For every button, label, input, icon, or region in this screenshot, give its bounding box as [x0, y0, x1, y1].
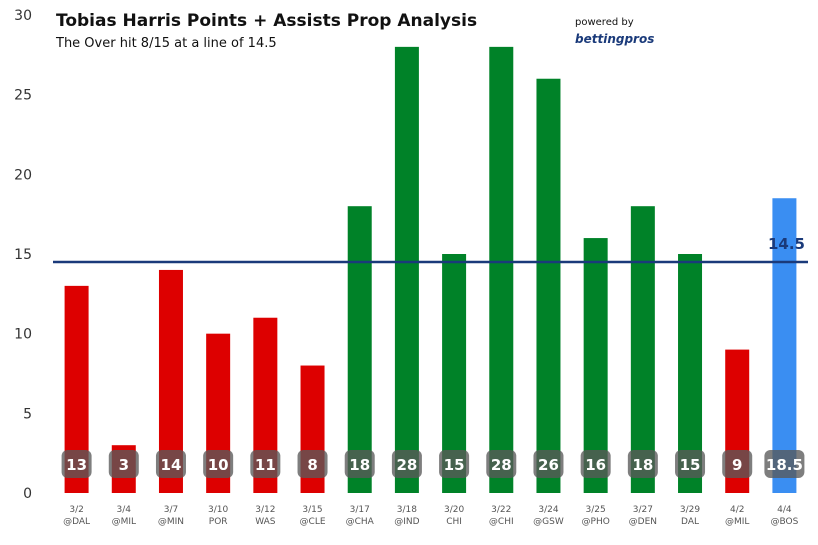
x-tick-date: 3/27 [633, 505, 653, 515]
x-tick-date: 3/18 [397, 505, 417, 515]
y-tick-label: 20 [14, 167, 32, 183]
x-tick-opponent: DAL [681, 517, 699, 527]
x-tick-date: 3/10 [208, 505, 228, 515]
x-tick-date: 4/4 [777, 505, 792, 515]
x-tick-date: 3/29 [680, 505, 700, 515]
chart-subtitle: The Over hit 8/15 at a line of 14.5 [56, 36, 277, 51]
x-tick-opponent: POR [209, 517, 228, 527]
value-label-badge [108, 450, 139, 478]
value-label: 10 [208, 456, 229, 474]
x-tick-opponent: @CLE [300, 517, 326, 527]
value-label: 16 [585, 456, 606, 474]
value-label-badge [675, 450, 706, 478]
value-label: 15 [680, 456, 701, 474]
value-label-badge [297, 450, 328, 478]
value-label: 14 [161, 456, 182, 474]
value-label: 8 [307, 456, 317, 474]
x-tick-opponent: @GSW [533, 517, 564, 527]
y-tick-label: 15 [14, 247, 32, 263]
powered-by-label: powered by [575, 17, 634, 28]
brand-logo: bettingpros [575, 32, 654, 46]
x-tick-date: 3/2 [69, 505, 83, 515]
value-label-badge [203, 450, 234, 478]
x-tick-opponent: @PHO [582, 517, 610, 527]
y-tick-label: 10 [14, 327, 32, 343]
x-tick-date: 3/15 [302, 505, 322, 515]
value-label: 18 [632, 456, 653, 474]
value-label-badge [344, 450, 375, 478]
value-label-badge [391, 450, 422, 478]
value-label: 13 [66, 456, 87, 474]
x-tick-opponent: @DEN [629, 517, 657, 527]
x-tick-opponent: @MIL [725, 517, 749, 527]
x-tick-date: 3/25 [586, 505, 606, 515]
bar [394, 46, 419, 493]
chart-title: Tobias Harris Points + Assists Prop Anal… [56, 11, 478, 31]
value-label: 26 [538, 456, 559, 474]
x-tick-date: 3/17 [350, 505, 370, 515]
x-tick-date: 3/22 [491, 505, 511, 515]
line-label: 14.5 [768, 235, 805, 253]
value-label-badge [580, 450, 611, 478]
value-label-badge [61, 450, 92, 478]
x-tick-date: 3/7 [164, 505, 178, 515]
bar [536, 78, 561, 493]
y-tick-label: 30 [14, 8, 32, 24]
x-tick-opponent: @BOS [770, 517, 798, 527]
x-tick-date: 3/24 [538, 505, 558, 515]
brand-name: bettingpros [575, 32, 655, 46]
value-label-badge [722, 450, 753, 478]
bar [772, 198, 797, 493]
x-tick-opponent: CHI [446, 517, 462, 527]
value-label: 28 [491, 456, 512, 474]
value-label: 15 [444, 456, 465, 474]
value-label-badge [533, 450, 564, 478]
bar [347, 206, 372, 493]
x-tick-date: 3/20 [444, 505, 464, 515]
value-label: 9 [732, 456, 742, 474]
value-label: 11 [255, 456, 276, 474]
value-label: 28 [396, 456, 417, 474]
bar [630, 206, 655, 493]
x-tick-opponent: @MIL [112, 517, 136, 527]
x-tick-opponent: @MIN [158, 517, 184, 527]
x-tick-opponent: @IND [394, 517, 419, 527]
value-label-badge [764, 450, 805, 478]
bar [489, 46, 514, 493]
value-label-badge [439, 450, 470, 478]
y-tick-label: 0 [23, 486, 32, 502]
x-tick-date: 3/4 [117, 505, 132, 515]
x-tick-opponent: @CHA [346, 517, 375, 527]
y-tick-label: 5 [23, 406, 32, 422]
x-tick-date: 4/2 [730, 505, 744, 515]
x-tick-opponent: @DAL [63, 517, 90, 527]
value-label-badge [486, 450, 517, 478]
value-label-badge [155, 450, 186, 478]
x-tick-opponent: WAS [255, 517, 276, 527]
x-tick-date: 3/12 [255, 505, 275, 515]
value-label: 18.5 [766, 456, 803, 474]
x-tick-opponent: @CHI [489, 517, 514, 527]
value-label: 18 [349, 456, 370, 474]
y-tick-label: 25 [14, 88, 32, 104]
value-label-badge [250, 450, 281, 478]
value-label: 3 [119, 456, 129, 474]
value-label-badge [627, 450, 658, 478]
